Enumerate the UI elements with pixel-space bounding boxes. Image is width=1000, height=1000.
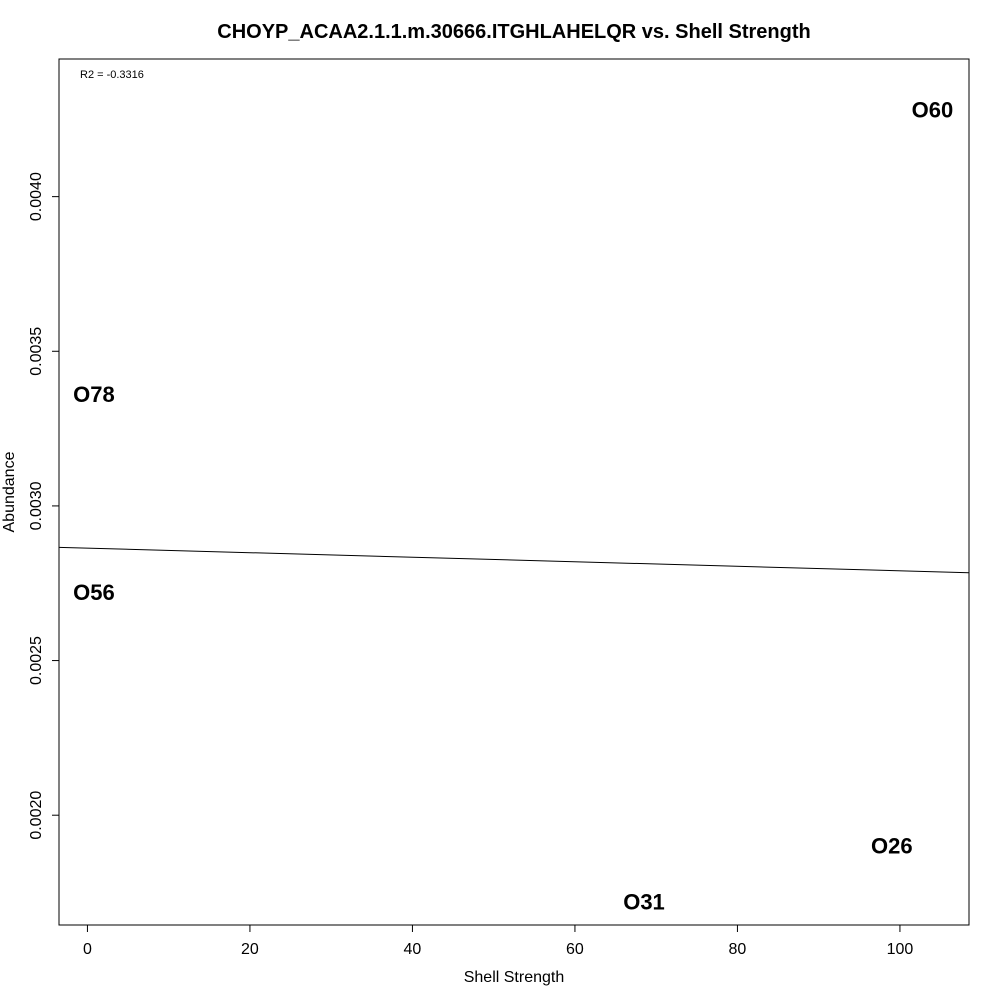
point-label-o78: O78 — [73, 382, 115, 407]
data-points: O60 O78 O56 O26 O31 — [73, 98, 953, 915]
y-tick-label: 0.0030 — [28, 481, 45, 530]
r2-annotation: R2 = -0.3316 — [80, 69, 144, 81]
point-label-o60: O60 — [912, 98, 954, 123]
y-tick-label: 0.0025 — [28, 636, 45, 685]
x-tick-label: 0 — [83, 941, 92, 958]
plot-frame — [58, 58, 970, 926]
y-tick-label: 0.0020 — [28, 791, 45, 840]
chart-title: CHOYP_ACAA2.1.1.m.30666.ITGHLAHELQR vs. … — [217, 21, 811, 43]
regression-line-group — [58, 546, 970, 574]
y-axis-label: Abundance — [1, 451, 18, 532]
x-tick-label: 60 — [566, 941, 584, 958]
y-tick-label: 0.0035 — [28, 327, 45, 376]
x-tick-label: 20 — [241, 941, 259, 958]
x-axis: 0 20 40 60 80 100 — [83, 924, 914, 958]
x-tick-label: 80 — [729, 941, 747, 958]
x-axis-label: Shell Strength — [464, 969, 565, 986]
point-label-o26: O26 — [871, 834, 913, 859]
point-label-o31: O31 — [623, 889, 665, 914]
point-label-o56: O56 — [73, 580, 115, 605]
x-tick-label: 100 — [887, 941, 914, 958]
y-axis: 0.0020 0.0025 0.0030 0.0035 0.0040 — [28, 172, 60, 840]
y-tick-label: 0.0040 — [28, 172, 45, 221]
regression-line — [58, 546, 970, 574]
x-tick-label: 40 — [404, 941, 422, 958]
